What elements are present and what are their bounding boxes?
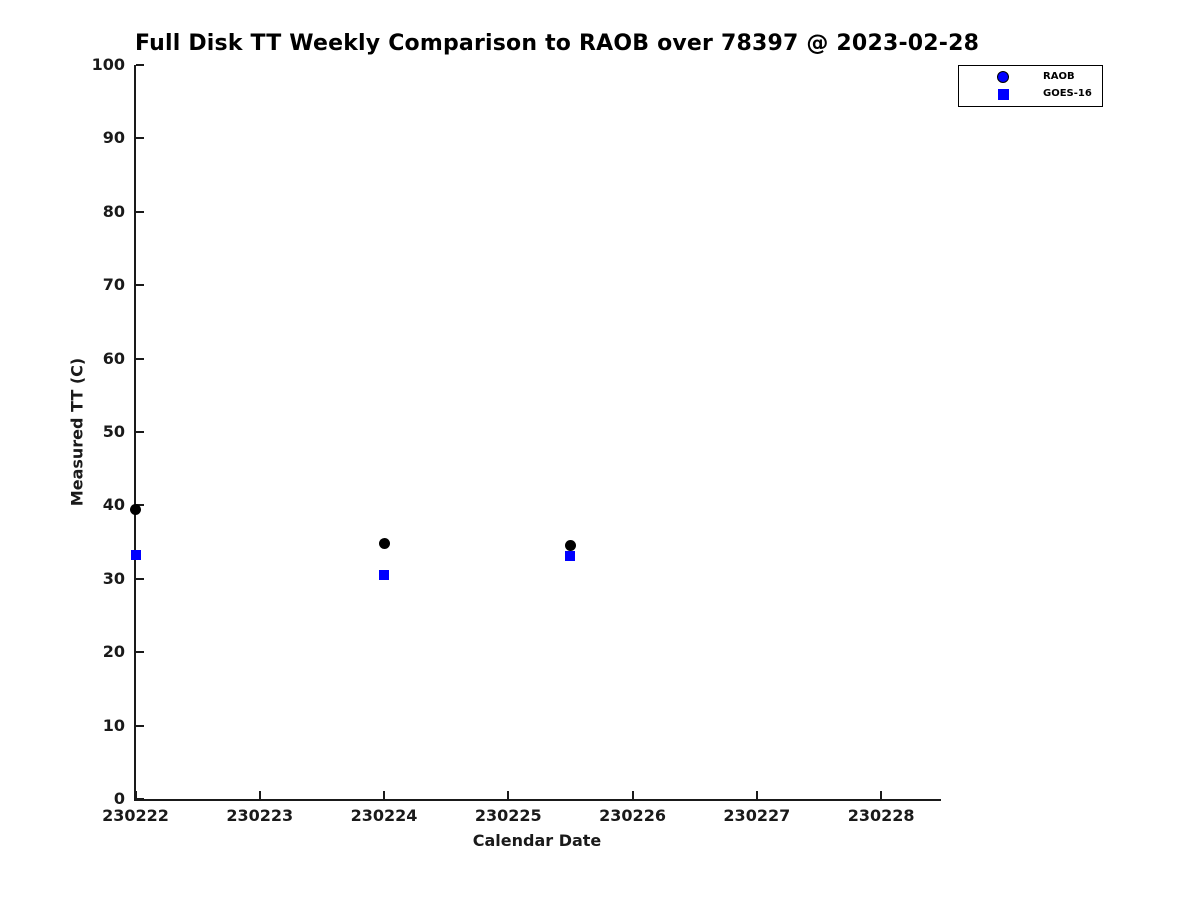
y-tick bbox=[135, 210, 144, 213]
x-tick-label: 230227 bbox=[723, 806, 791, 825]
legend-label: RAOB bbox=[1043, 71, 1075, 82]
y-tick-label: 30 bbox=[102, 568, 125, 588]
x-tick bbox=[880, 791, 883, 799]
y-tick bbox=[135, 577, 144, 580]
x-tick bbox=[631, 791, 634, 799]
y-tick-label: 0 bbox=[113, 789, 125, 808]
y-tick-label: 80 bbox=[102, 201, 125, 221]
legend-label: GOES-16 bbox=[1043, 88, 1092, 99]
raob-point bbox=[564, 540, 576, 552]
x-tick bbox=[755, 791, 758, 799]
legend-marker-square-icon bbox=[997, 88, 1009, 100]
y-tick bbox=[135, 651, 144, 654]
y-tick bbox=[135, 431, 144, 433]
raob-point bbox=[130, 504, 141, 516]
y-tick-label: 70 bbox=[102, 275, 125, 295]
x-tick-label: 230224 bbox=[350, 806, 418, 825]
x-axis-label: Calendar Date bbox=[472, 831, 602, 850]
y-tick-label: 60 bbox=[102, 348, 125, 368]
legend-marker-circle-icon bbox=[997, 71, 1009, 83]
y-axis-line bbox=[134, 65, 136, 801]
chart-title: Full Disk TT Weekly Comparison to RAOB o… bbox=[135, 31, 980, 56]
x-tick-label: 230222 bbox=[102, 806, 169, 825]
y-tick-label: 50 bbox=[102, 422, 125, 441]
y-axis-label: Measured TT (C) bbox=[67, 357, 87, 507]
goes-16-point bbox=[379, 570, 390, 581]
goes-16-point bbox=[130, 550, 141, 561]
y-tick-label: 40 bbox=[102, 495, 125, 515]
legend: RAOB GOES-16 bbox=[958, 65, 1103, 107]
y-tick bbox=[135, 284, 144, 287]
x-tick bbox=[383, 791, 386, 799]
y-tick-label: 20 bbox=[102, 642, 125, 662]
y-tick-label: 90 bbox=[102, 128, 125, 148]
y-tick bbox=[135, 724, 144, 727]
raob-point bbox=[378, 538, 390, 550]
goes-16-point bbox=[565, 551, 576, 562]
x-axis-line bbox=[134, 799, 941, 801]
y-tick-label: 100 bbox=[91, 55, 125, 74]
y-tick bbox=[135, 64, 144, 66]
x-tick-label: 230223 bbox=[226, 806, 294, 825]
y-tick-label: 10 bbox=[102, 715, 125, 735]
x-tick-label: 230225 bbox=[474, 806, 542, 825]
x-tick-label: 230226 bbox=[599, 806, 666, 825]
x-tick bbox=[134, 791, 137, 799]
x-tick-label: 230228 bbox=[847, 806, 915, 825]
y-tick bbox=[135, 137, 144, 140]
x-tick bbox=[507, 791, 510, 799]
x-tick bbox=[258, 791, 261, 799]
y-tick bbox=[135, 357, 144, 360]
y-tick bbox=[135, 798, 144, 800]
